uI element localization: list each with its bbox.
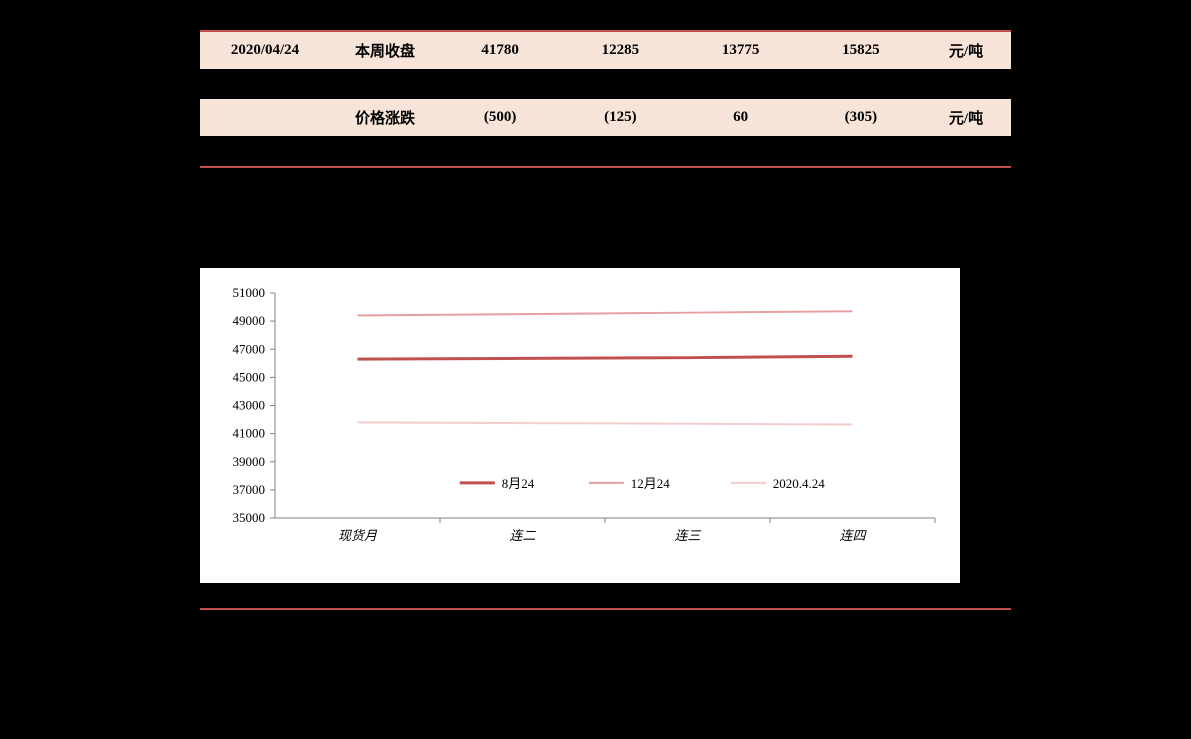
svg-text:12月24: 12月24	[631, 476, 671, 491]
svg-text:51000: 51000	[233, 285, 266, 300]
value-cell: (125)	[560, 99, 680, 136]
svg-text:47000: 47000	[233, 341, 266, 356]
section-bottom-rule	[200, 608, 1011, 610]
value-cell: (500)	[440, 99, 560, 136]
table-row: 2020/04/24本周收盘41780122851377515825元/吨	[200, 32, 1011, 69]
table-bottom-rule	[200, 166, 1011, 168]
price-table: 2020/04/24本周收盘41780122851377515825元/吨价格涨…	[200, 32, 1011, 136]
svg-text:39000: 39000	[233, 454, 266, 469]
value-cell: 12285	[560, 32, 680, 69]
svg-text:连二: 连二	[509, 528, 536, 543]
svg-text:35000: 35000	[233, 510, 266, 525]
value-cell: 15825	[801, 32, 921, 69]
label-cell: 价格涨跌	[330, 99, 440, 136]
value-cell: 13775	[681, 32, 801, 69]
price-curve-chart: 35000 37000 39000 41000 43000 45000 47000 49000…	[200, 268, 960, 583]
table-row	[200, 69, 1011, 99]
value-cell: 41780	[440, 32, 560, 69]
svg-text:8月24: 8月24	[502, 476, 535, 491]
svg-text:连四: 连四	[839, 528, 867, 543]
unit-cell: 元/吨	[921, 32, 1011, 69]
chart-svg: 35000 37000 39000 41000 43000 45000 47000 49000…	[210, 283, 950, 573]
unit-cell: 元/吨	[921, 99, 1011, 136]
svg-text:2020.4.24: 2020.4.24	[773, 476, 826, 491]
value-cell: 60	[681, 99, 801, 136]
svg-text:41000: 41000	[233, 426, 266, 441]
label-cell: 本周收盘	[330, 32, 440, 69]
svg-text:45000: 45000	[233, 369, 266, 384]
date-cell: 2020/04/24	[200, 32, 330, 69]
svg-text:49000: 49000	[233, 313, 266, 328]
price-table-body: 2020/04/24本周收盘41780122851377515825元/吨价格涨…	[200, 32, 1011, 136]
svg-text:现货月: 现货月	[338, 528, 378, 543]
date-cell	[200, 99, 330, 136]
value-cell: (305)	[801, 99, 921, 136]
svg-text:连三: 连三	[674, 528, 701, 543]
svg-text:37000: 37000	[233, 482, 266, 497]
table-row: 价格涨跌(500)(125)60(305)元/吨	[200, 99, 1011, 136]
svg-text:43000: 43000	[233, 398, 266, 413]
